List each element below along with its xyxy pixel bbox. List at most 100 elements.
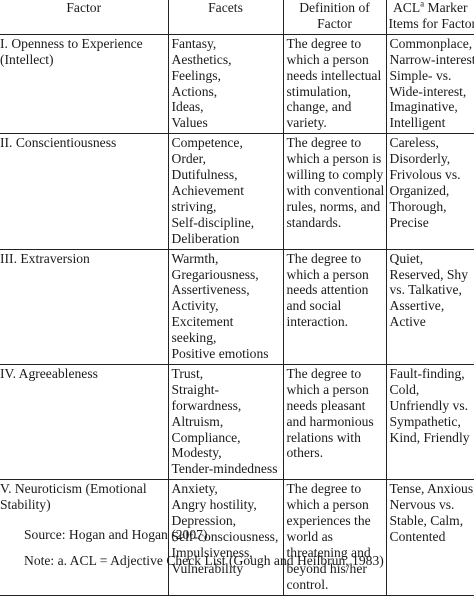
header-facets: Facets [168, 0, 283, 34]
facet-item: Self-discipline, [172, 215, 281, 231]
definition-line: The degree to [287, 36, 384, 52]
factor-line: (Intellect) [0, 52, 166, 68]
facet-item: Fantasy, [172, 36, 281, 52]
table-body: I. Openness to Experience(Intellect)Fant… [0, 34, 474, 595]
facet-item: Actions, [172, 84, 281, 100]
facet-item: Values [172, 115, 281, 131]
marker-item: Nervous vs. [390, 497, 473, 513]
cell-factor: III. Extraversion [0, 249, 168, 364]
definition-line: which a person is [287, 151, 384, 167]
marker-item: Cold, [390, 382, 473, 398]
marker-item: Reserved, Shy [390, 267, 473, 283]
definition-line: The degree to [287, 366, 384, 382]
factor-line: IV. Agreeableness [0, 366, 166, 382]
header-acl-line2: Items for Factor [389, 16, 474, 31]
header-definition-line: Definition of [286, 0, 384, 16]
facet-item: Ideas, [172, 99, 281, 115]
cell-markers: Tense, Anxious,Nervous vs.Stable, Calm,C… [386, 480, 474, 595]
definition-line: stimulation, [287, 84, 384, 100]
definition-line: The degree to [287, 251, 384, 267]
header-acl-markers: ACLa Marker Items for Factor [386, 0, 474, 34]
marker-item: Disorderly, [390, 151, 473, 167]
marker-item: Quiet, [390, 251, 473, 267]
header-acl-suffix: Marker [424, 0, 467, 15]
definition-line: willing to comply [287, 167, 384, 183]
cell-factor: IV. Agreeableness [0, 364, 168, 479]
facet-item: Altruism, [172, 414, 281, 430]
marker-item: Sympathetic, [390, 414, 473, 430]
marker-item: Imaginative, [390, 99, 473, 115]
definition-line: which a person [287, 382, 384, 398]
header-definition-line: Factor [286, 16, 384, 32]
facet-item: Order, [172, 151, 281, 167]
facet-item: Excitement [172, 314, 281, 330]
facet-item: Aesthetics, [172, 52, 281, 68]
definition-line: relations with [287, 430, 384, 446]
marker-item: Wide-interest, [390, 84, 473, 100]
marker-item: Simple- vs. [390, 68, 473, 84]
header-acl-line1: ACLa Marker [393, 0, 468, 15]
factor-line: I. Openness to Experience [0, 36, 166, 52]
header-row: Factor Facets Definition of Factor ACLa … [0, 0, 474, 34]
definition-line: which a person [287, 267, 384, 283]
definition-line: which a person [287, 497, 384, 513]
factor-line: II. Conscientiousness [0, 135, 166, 151]
facet-item: Achievement [172, 183, 281, 199]
facet-item: Anxiety, [172, 481, 281, 497]
facet-item: Assertiveness, [172, 282, 281, 298]
factor-line: Stability) [0, 497, 166, 513]
marker-item: Precise [390, 215, 473, 231]
cell-facets: Trust,Straight-forwardness,Altruism,Comp… [168, 364, 283, 479]
facet-item: forwardness, [172, 398, 281, 414]
definition-line: The degree to [287, 481, 384, 497]
header-factor: Factor [0, 0, 168, 34]
definition-line: needs pleasant [287, 398, 384, 414]
cell-factor: II. Conscientiousness [0, 134, 168, 249]
definition-line: rules, norms, and [287, 199, 384, 215]
definition-line: with conventional [287, 183, 384, 199]
marker-item: Contented [390, 529, 473, 545]
facet-item: seeking, [172, 330, 281, 346]
facet-item: Deliberation [172, 231, 281, 247]
marker-item: Thorough, [390, 199, 473, 215]
marker-item: Kind, Friendly [390, 430, 473, 446]
facet-item: Feelings, [172, 68, 281, 84]
definition-line: standards. [287, 215, 384, 231]
marker-item: Unfriendly vs. [390, 398, 473, 414]
definition-line: needs attention [287, 282, 384, 298]
facet-item: Competence, [172, 135, 281, 151]
source-citation: Source: Hogan and Hogan (2007) [24, 527, 207, 543]
definition-line: others. [287, 445, 384, 461]
marker-item: vs. Talkative, [390, 282, 473, 298]
facet-item: Gregariousness, [172, 267, 281, 283]
definition-line: and social [287, 298, 384, 314]
definition-line: variety. [287, 115, 384, 131]
facet-item: Activity, [172, 298, 281, 314]
facet-item: striving, [172, 199, 281, 215]
marker-item: Intelligent [390, 115, 473, 131]
header-definition: Definition of Factor [283, 0, 386, 34]
cell-facets: Fantasy,Aesthetics,Feelings,Actions,Idea… [168, 34, 283, 133]
cell-markers: Careless,Disorderly,Frivolous vs.Organiz… [386, 134, 474, 249]
facet-item: Positive emotions [172, 346, 281, 362]
definition-line: which a person [287, 52, 384, 68]
facet-item: Trust, [172, 366, 281, 382]
definition-line: experiences the [287, 513, 384, 529]
marker-item: Frivolous vs. [390, 167, 473, 183]
header-acl-prefix: ACL [393, 0, 420, 15]
cell-facets: Warmth,Gregariousness,Assertiveness,Acti… [168, 249, 283, 364]
marker-item: Fault-finding, [390, 366, 473, 382]
cell-factor: I. Openness to Experience(Intellect) [0, 34, 168, 133]
marker-item: Careless, [390, 135, 473, 151]
marker-item: Tense, Anxious, [390, 481, 473, 497]
definition-line: interaction. [287, 314, 384, 330]
definition-line: world as [287, 529, 384, 545]
